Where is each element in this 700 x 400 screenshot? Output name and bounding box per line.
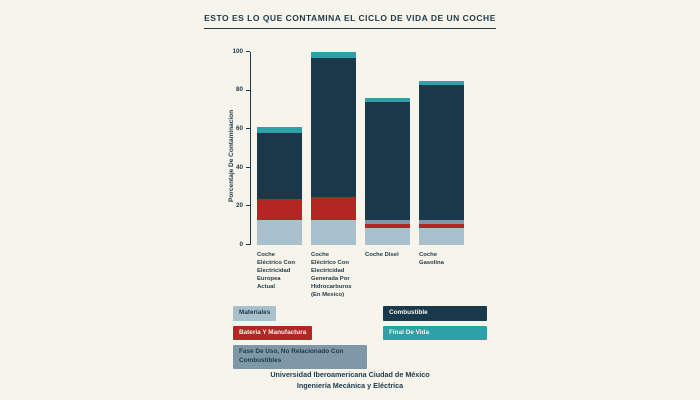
bar-segment [419,227,464,245]
legend-item: Bateria Y Manufactura [233,325,313,341]
legend-item: Fase De Uso, No Relacionado Con Combusti… [233,345,367,369]
y-tick-label: 0 [239,240,243,248]
bar-segment [311,57,356,197]
legend-column: Combustible Final De Vida [383,306,487,369]
bar-chart-plot: 0 20 40 60 80 100 Coche Eléctrico Con Electri… [232,48,480,298]
bar-segment [365,223,410,228]
y-axis-line [250,52,251,245]
category-label: Coche Eléctrico Con Electricidad Europea… [257,252,295,290]
bar-segment [311,196,356,220]
legend-item: Combustible [383,306,487,321]
y-tick-mark [246,89,250,91]
stacked-bar [365,98,410,245]
bar-segment [365,227,410,245]
bar-segment [257,127,302,134]
bar-segment [365,102,410,220]
legend-column: Materiales Bateria Y Manufactura Fase De U… [233,306,367,369]
bar-segment [257,219,302,245]
chart-title: ESTO ES LO QUE CONTAMINA EL CICLO DE VID… [204,13,496,29]
bar-segment [257,198,302,220]
y-tick-label: 100 [232,47,243,55]
stacked-bar [311,52,356,245]
bar-segment [365,98,410,103]
legend-item: Materiales [233,306,277,321]
y-tick-mark [246,51,250,52]
bar-segment [419,219,464,224]
y-tick-label: 20 [235,202,243,210]
y-tick-label: 60 [235,124,243,132]
y-tick-mark [246,166,250,168]
y-tick-label: 40 [235,163,243,171]
category-label: Coche Eléctrico Con Electricidad Generad… [311,252,352,298]
y-axis-label: Porcentaje De Contaminacion [228,109,235,202]
legend-item: Final De Vida [383,325,487,341]
y-tick-mark [246,128,250,130]
bars-group [257,52,464,245]
category-label: Coche Gasolina [419,252,444,266]
y-tick-label: 80 [235,86,243,94]
y-tick-mark [246,244,250,245]
footer: Universidad Iberoamericana Ciudad de Méx… [0,369,700,391]
bar-segment [419,80,464,85]
bar-segment [419,84,464,220]
stacked-bar [419,80,464,245]
bar-segment [311,219,356,245]
category-label: Coche Disel [365,252,399,258]
bar-segment [419,223,464,228]
x-axis-category-labels: Coche Eléctrico Con Electricidad Europea… [257,252,464,300]
chart-legend: Materiales Bateria Y Manufactura Fase De U… [233,306,487,369]
footer-department: Ingeniería Mecánica y Eléctrica [296,380,404,390]
stacked-bar [257,127,302,245]
bar-segment [311,52,356,58]
title-wrap: ESTO ES LO QUE CONTAMINA EL CICLO DE VID… [0,8,700,29]
bar-segment [257,133,302,199]
bar-segment [365,219,410,224]
y-tick-mark [246,205,250,207]
footer-university: Universidad Iberoamericana Ciudad de Méx… [270,369,430,379]
